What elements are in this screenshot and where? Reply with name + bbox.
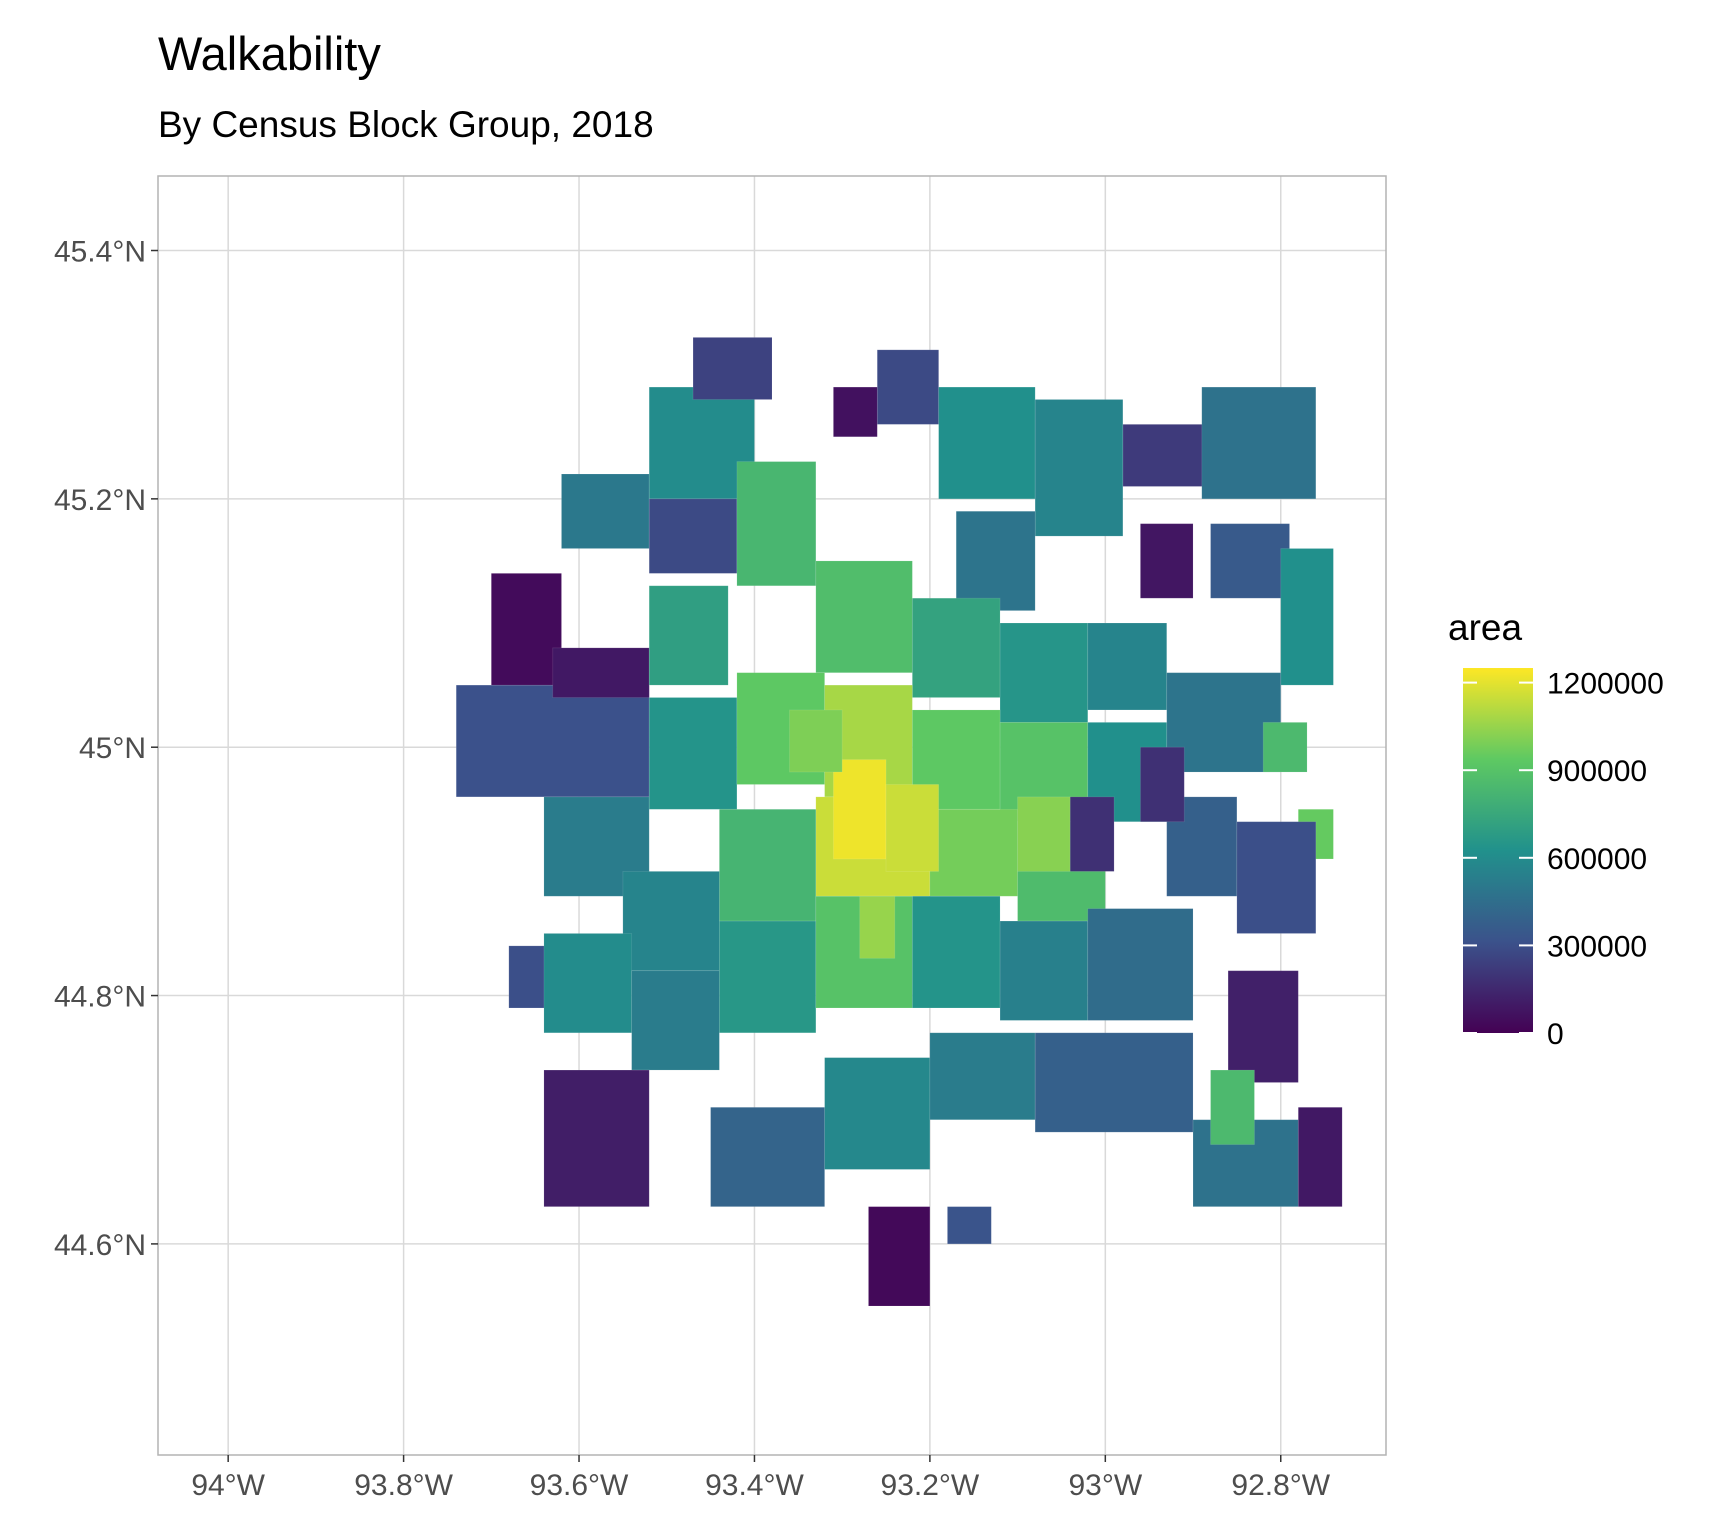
block-group-region <box>1236 821 1317 934</box>
x-tick-label: 94°W <box>191 1469 265 1502</box>
block-group-region <box>1227 970 1299 1083</box>
block-group-region <box>1140 746 1185 823</box>
block-group-region <box>1210 1069 1255 1145</box>
block-group-region <box>1140 523 1194 599</box>
block-group-region <box>455 684 650 798</box>
legend-title: area <box>1448 607 1522 648</box>
block-group-region <box>710 1106 826 1208</box>
block-group-region <box>1262 721 1308 773</box>
legend-tick-label: 0 <box>1547 1018 1564 1051</box>
legend: area 0 300000 600000 900000 1200000 <box>1448 607 1664 1051</box>
legend-ticks: 0 300000 600000 900000 1200000 <box>1463 668 1664 1051</box>
block-group-region <box>833 386 878 438</box>
x-tick-label: 93.4°W <box>705 1469 804 1502</box>
legend-colorbar <box>1463 668 1533 1033</box>
x-tick-label: 93.6°W <box>530 1469 629 1502</box>
block-group-region <box>1087 908 1194 1021</box>
y-tick-label: 45.2°N <box>54 484 146 517</box>
block-group-region <box>543 1069 650 1208</box>
x-tick-label: 92.8°W <box>1231 1469 1330 1502</box>
legend-tick-label: 300000 <box>1547 930 1647 963</box>
block-group-region <box>648 697 738 810</box>
block-group-region <box>1201 386 1317 500</box>
block-group-region <box>815 560 913 674</box>
block-group-region <box>622 870 720 972</box>
block-group-region <box>552 647 650 698</box>
block-group-region <box>911 597 1001 698</box>
block-group-region <box>1280 548 1334 686</box>
block-group-region <box>947 1206 992 1245</box>
y-tick-label: 45°N <box>79 732 146 765</box>
block-group-region <box>1166 672 1282 773</box>
block-group-region <box>833 759 887 860</box>
block-group-region <box>1210 523 1290 599</box>
block-group-region <box>1034 399 1124 537</box>
block-group-region <box>911 895 1001 1009</box>
block-group-region <box>1297 1106 1343 1208</box>
legend-tick-label: 1200000 <box>1547 668 1664 701</box>
block-group-region <box>1069 796 1115 872</box>
block-group-region <box>1122 423 1211 487</box>
block-group-region <box>999 622 1089 723</box>
block-group-region <box>999 920 1089 1021</box>
block-group-region <box>1017 796 1071 872</box>
block-group-region <box>824 1057 931 1170</box>
x-axis-ticks: 94°W 93.8°W 93.6°W 93.4°W 93.2°W 93°W 92.8°W <box>191 1455 1331 1502</box>
block-group-region <box>876 349 940 425</box>
block-group-region <box>929 1032 1036 1121</box>
y-tick-label: 44.6°N <box>54 1229 146 1262</box>
block-group-region <box>789 709 843 773</box>
block-group-region <box>1087 622 1168 711</box>
block-group-region <box>868 1206 931 1307</box>
block-group-region <box>631 970 720 1071</box>
block-group-region <box>490 572 562 686</box>
x-tick-label: 93.2°W <box>881 1469 980 1502</box>
x-tick-label: 93.8°W <box>354 1469 453 1502</box>
block-group-region <box>938 386 1036 500</box>
plot-panel-border <box>157 175 1387 1456</box>
y-tick-label: 44.8°N <box>54 981 146 1014</box>
block-group-region <box>718 920 817 1034</box>
block-group-region <box>955 510 1036 612</box>
block-group-region <box>718 808 817 922</box>
block-group-region <box>561 473 650 549</box>
block-group-region <box>885 784 940 872</box>
chart-subtitle: By Census Block Group, 2018 <box>158 104 654 145</box>
block-group-region <box>692 337 773 400</box>
legend-tick-label: 900000 <box>1547 755 1647 788</box>
block-group-region <box>543 933 633 1034</box>
block-group-region <box>648 585 729 686</box>
y-axis-ticks: 44.6°N 44.8°N 45°N 45.2°N 45.4°N <box>54 236 158 1262</box>
block-group-region <box>859 895 896 959</box>
block-group-region <box>1034 1032 1194 1133</box>
block-groups <box>455 337 1343 1307</box>
block-group-region <box>736 461 817 587</box>
block-group-region <box>648 498 738 574</box>
legend-tick-label: 600000 <box>1547 843 1647 876</box>
x-tick-label: 93°W <box>1068 1469 1142 1502</box>
y-tick-label: 45.4°N <box>54 236 146 269</box>
chart-title: Walkability <box>158 27 381 80</box>
block-group-region <box>929 808 1019 897</box>
